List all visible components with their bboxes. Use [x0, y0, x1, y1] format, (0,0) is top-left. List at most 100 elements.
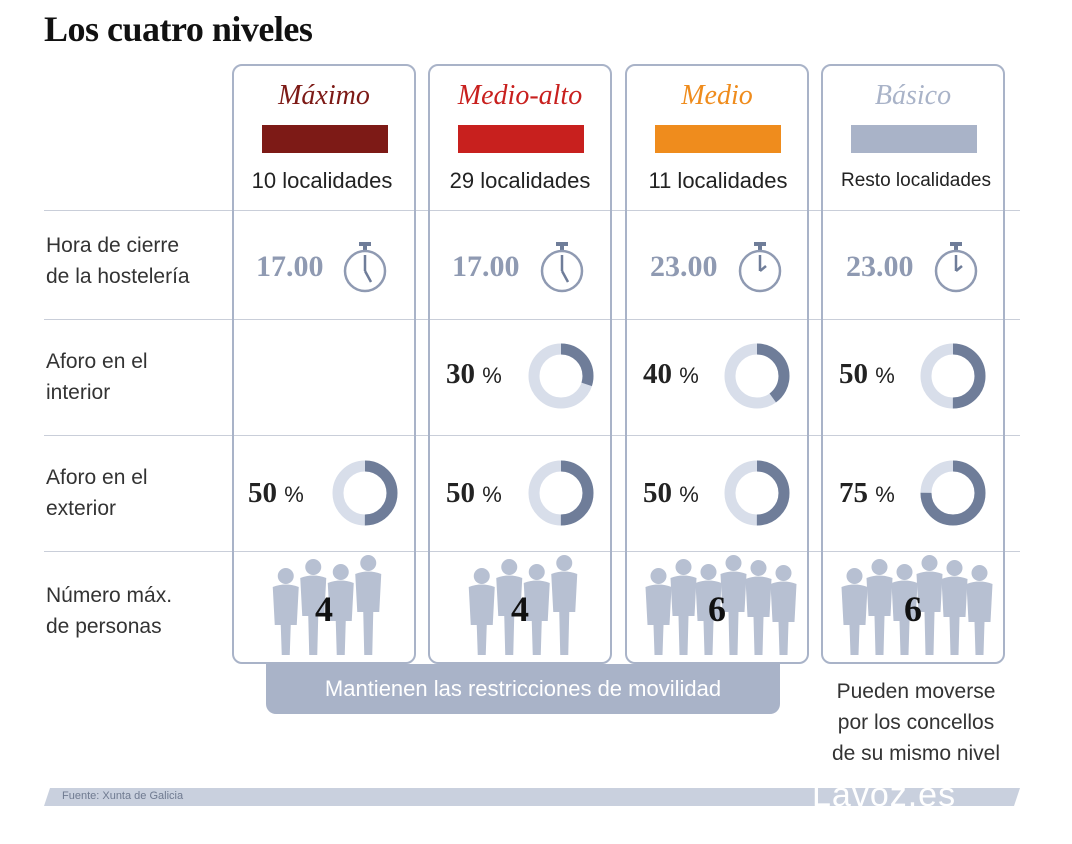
level-color-bar-maximo [262, 125, 388, 153]
row-label-line: de personas [46, 615, 162, 638]
person-silhouette [645, 568, 672, 655]
closing-hour-basico: 23.00 [846, 250, 914, 283]
exterior-ring-medio-alto [528, 460, 594, 526]
pct-sign: % [284, 482, 304, 507]
pct-value: 50 [643, 477, 672, 509]
pct-sign: % [679, 363, 699, 388]
level-color-bar-medio [655, 125, 781, 153]
pct-value: 30 [446, 358, 475, 390]
level-color-bar-medio-alto [458, 125, 584, 153]
interior-ring-medio-alto [528, 343, 594, 409]
row-label-line: interior [46, 381, 111, 404]
row-label-line: Aforo en el [46, 466, 148, 489]
ring-fill [332, 460, 398, 526]
mobility-note-line: de su mismo nivel [831, 742, 1001, 765]
person-silhouette [327, 564, 354, 655]
mobility-note-line: por los concellos [837, 711, 995, 734]
pct-value: 50 [446, 477, 475, 509]
exterior-pct-maximo: 50 % [248, 477, 304, 510]
pct-sign: % [679, 482, 699, 507]
level-count-medio-alto: 29 localidades [449, 168, 591, 193]
pct-value: 40 [643, 358, 672, 390]
column-frame-medio [625, 64, 809, 664]
person-silhouette [891, 564, 918, 655]
mobility-restrictions-label: Mantienen las restricciones de movilidad [324, 676, 722, 701]
person-silhouette [523, 564, 550, 655]
row-label-line: Hora de cierre [46, 234, 180, 257]
row-divider [44, 319, 1020, 320]
level-color-bar-basico [851, 125, 977, 153]
ring-fill [724, 343, 790, 409]
closing-hour-medio-alto: 17.00 [452, 250, 520, 283]
ring-fill [528, 343, 594, 409]
row-label-personas: Número máx. de personas [46, 580, 226, 642]
person-silhouette [670, 559, 697, 655]
level-count-medio: 11 localidades [648, 168, 788, 193]
max-people-medio: 6 [708, 589, 726, 629]
person-silhouette [916, 555, 943, 655]
person-silhouette [745, 560, 772, 655]
max-people-basico: 6 [904, 589, 922, 629]
max-people-medio-alto: 4 [511, 589, 529, 629]
exterior-pct-medio: 50 % [643, 477, 699, 510]
row-label-aforo-exterior: Aforo en el exterior [46, 462, 226, 524]
clock-icon [934, 242, 978, 293]
person-silhouette [272, 568, 299, 655]
person-silhouette [720, 555, 747, 655]
exterior-ring-medio [724, 460, 790, 526]
person-silhouette [496, 559, 523, 655]
person-silhouette [841, 568, 868, 655]
clock-icon [540, 242, 584, 293]
interior-pct-medio-alto: 30 % [446, 358, 502, 391]
mobility-note-line: Pueden moverse [836, 680, 996, 703]
row-label-line: exterior [46, 497, 117, 520]
person-silhouette [300, 559, 327, 655]
level-name-maximo: Máximo [278, 80, 370, 111]
row-label-hora: Hora de cierre de la hostelería [46, 230, 226, 292]
row-label-line: de la hostelería [46, 265, 190, 288]
clock-icon [343, 242, 387, 293]
level-name-medio: Medio [681, 80, 753, 111]
max-people-maximo: 4 [315, 589, 333, 629]
level-name-medio-alto: Medio-alto [457, 80, 583, 111]
ring-fill [528, 460, 594, 526]
person-silhouette [355, 555, 382, 655]
row-divider [44, 551, 1020, 552]
people-silhouettes-icon [272, 555, 382, 655]
exterior-pct-medio-alto: 50 % [446, 477, 502, 510]
mobility-note: Pueden moverse por los concellos de su m… [806, 676, 1026, 769]
person-silhouette [966, 565, 993, 655]
person-silhouette [770, 565, 797, 655]
column-frame-basico [821, 64, 1005, 664]
pct-sign: % [482, 482, 502, 507]
pct-value: 50 [248, 477, 277, 509]
mobility-band [266, 664, 780, 714]
row-label-line: Número máx. [46, 584, 173, 607]
exterior-ring-basico [920, 460, 986, 526]
ring-fill [920, 460, 986, 526]
closing-hour-maximo: 17.00 [256, 250, 324, 283]
pct-sign: % [482, 363, 502, 388]
people-silhouettes-icon [468, 555, 578, 655]
interior-ring-basico [920, 343, 986, 409]
ring-fill [724, 460, 790, 526]
row-label-line: Aforo en el [46, 350, 148, 373]
row-divider [44, 210, 1020, 211]
row-label-aforo-interior: Aforo en el interior [46, 346, 226, 408]
column-frame-maximo [232, 64, 416, 664]
ring-fill [920, 343, 986, 409]
pct-value: 75 [839, 477, 868, 509]
page-title: Los cuatro niveles [44, 9, 313, 49]
person-silhouette [866, 559, 893, 655]
people-silhouettes-icon [645, 555, 797, 655]
person-silhouette [551, 555, 578, 655]
footer-bar [44, 788, 1020, 806]
closing-hour-medio: 23.00 [650, 250, 718, 283]
pct-value: 50 [839, 358, 868, 390]
interior-ring-medio [724, 343, 790, 409]
person-silhouette [468, 568, 495, 655]
pct-sign: % [875, 482, 895, 507]
level-count-basico: Resto localidades [841, 170, 991, 191]
pct-sign: % [875, 363, 895, 388]
brand-logo: Lavoz.es [812, 776, 957, 814]
